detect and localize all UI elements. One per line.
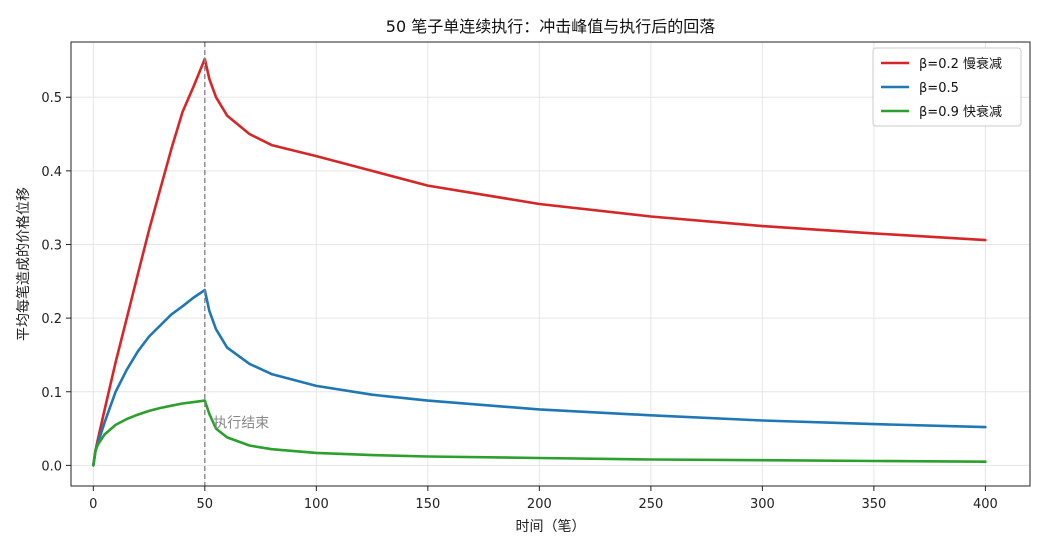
series-line-2 [92, 399, 987, 467]
y-tick-label: 0.3 [41, 238, 62, 253]
x-tick-label: 100 [304, 497, 329, 512]
y-tick-label: 0.1 [41, 386, 62, 401]
y-axis-label: 平均每笔造成的价格位移 [16, 187, 32, 341]
legend-box [872, 47, 1022, 127]
series-line-0 [92, 57, 987, 467]
x-tick-label: 200 [527, 497, 552, 512]
x-tick-label: 50 [197, 497, 214, 512]
x-tick-label: 150 [415, 497, 440, 512]
legend-label-1: β=0.5 [919, 81, 959, 96]
grid-lines [71, 42, 1030, 486]
y-tick-label: 0.0 [41, 459, 62, 474]
x-tick-label: 0 [89, 497, 97, 512]
legend-label-2: β=0.9 快衰减 [919, 104, 1002, 120]
chart-title: 50 笔子单连续执行：冲击峰值与执行后的回落 [386, 17, 715, 36]
legend-label-0: β=0.2 慢衰减 [919, 56, 1002, 72]
plot-frame [70, 41, 1031, 487]
legend: β=0.2 慢衰减 β=0.5 β=0.9 快衰减 [872, 47, 1022, 127]
axis-ticks: 0 50 100 150 200 250 300 350 400 0.0 0.1 0.2 0.3 0.4 0… [41, 91, 997, 512]
series-lines [92, 57, 987, 467]
x-tick-label: 350 [861, 497, 886, 512]
y-tick-label: 0.4 [41, 165, 62, 180]
y-tick-label: 0.2 [41, 312, 62, 327]
x-tick-label: 250 [638, 497, 663, 512]
annotation-label: 执行结束 [213, 415, 269, 431]
x-tick-label: 400 [973, 497, 998, 512]
x-axis-label: 时间（笔） [516, 519, 586, 535]
series-line-1 [92, 288, 987, 467]
x-tick-label: 300 [750, 497, 775, 512]
y-tick-label: 0.5 [41, 91, 62, 106]
